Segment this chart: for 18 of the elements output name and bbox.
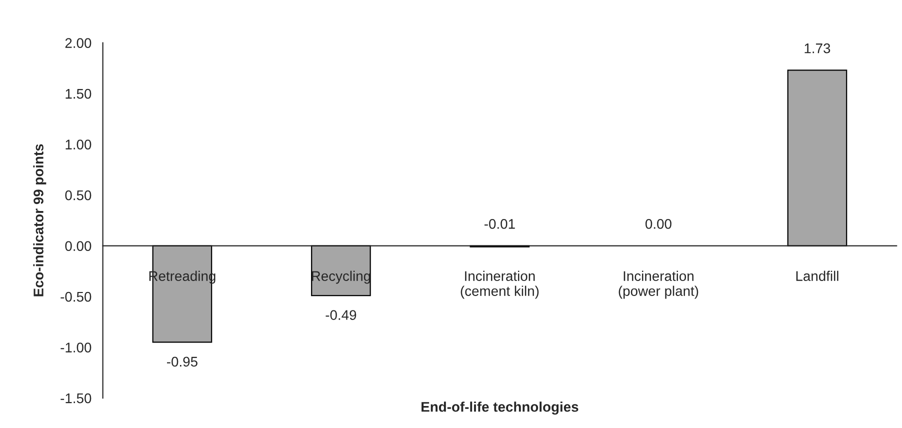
data-label: 0.00 bbox=[645, 219, 672, 229]
y-tick-label: 0.00 bbox=[65, 241, 92, 251]
y-tick-label: -0.50 bbox=[60, 292, 92, 302]
x-tick-label: Incineration (cement kiln) bbox=[460, 270, 539, 299]
data-label: 1.73 bbox=[804, 43, 830, 54]
x-tick-label: Incineration (power plant) bbox=[618, 270, 698, 299]
y-tick-label: -1.00 bbox=[60, 342, 92, 352]
y-axis-title: Eco-indicator 99 points bbox=[33, 144, 46, 296]
data-label: -0.49 bbox=[326, 310, 356, 320]
x-axis-title: End-of-life technologies bbox=[422, 402, 578, 415]
data-label: -0.95 bbox=[166, 356, 198, 367]
y-tick-label: -1.50 bbox=[60, 393, 92, 404]
y-tick-label: 0.50 bbox=[65, 190, 92, 200]
y-tick-label: 2.00 bbox=[65, 38, 92, 48]
y-tick-label: 1.50 bbox=[66, 88, 92, 99]
y-tick-label: 1.00 bbox=[66, 140, 92, 150]
x-tick-label: Landfill bbox=[796, 270, 838, 281]
data-label: -0.01 bbox=[484, 219, 515, 229]
